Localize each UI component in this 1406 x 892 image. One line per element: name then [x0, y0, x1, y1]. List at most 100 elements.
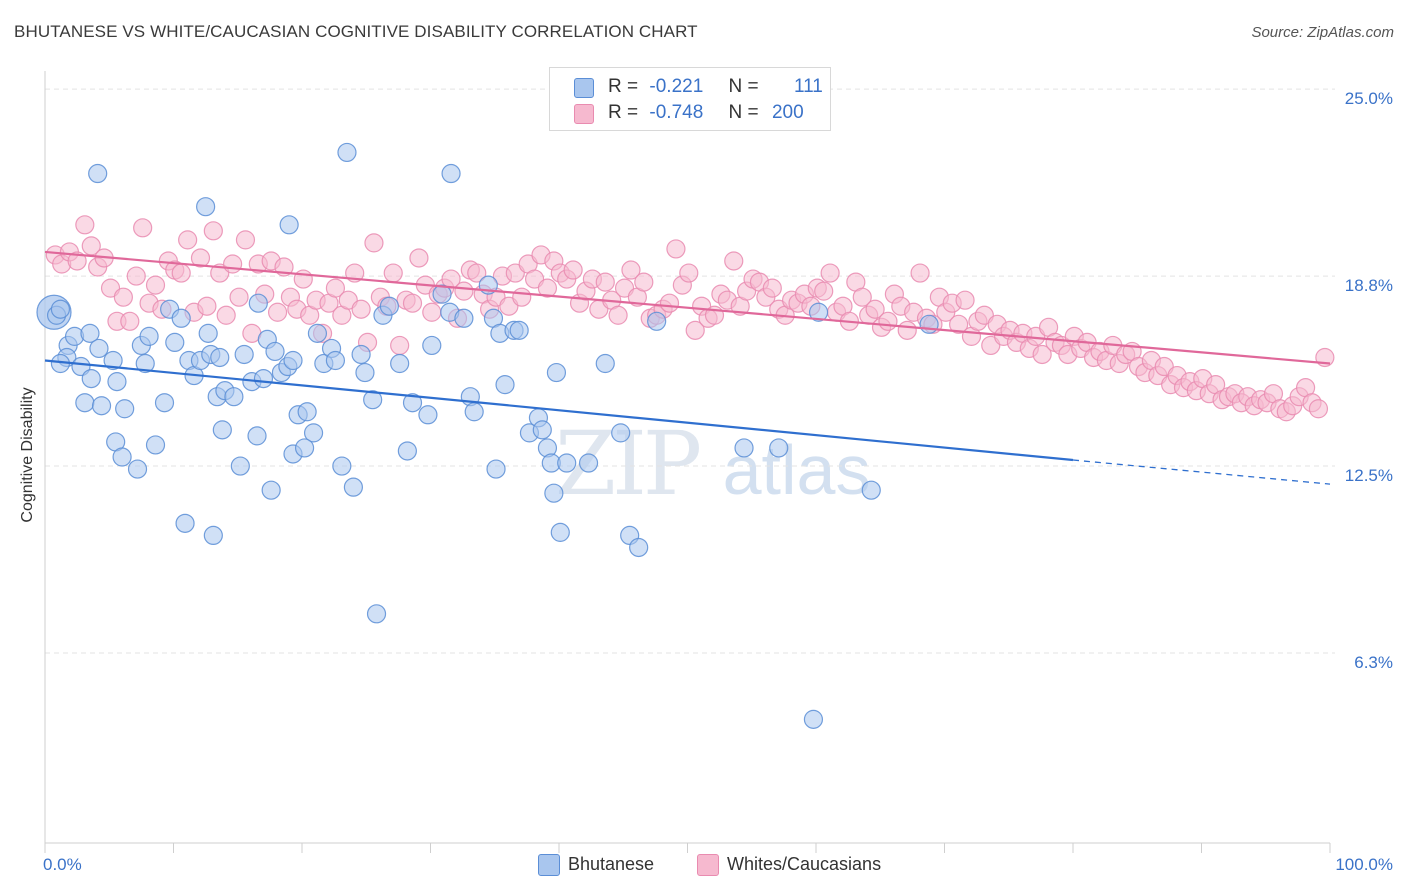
point-whites — [171, 263, 191, 283]
r-label: R = — [608, 102, 639, 123]
point-bhutanese — [107, 372, 127, 392]
point-bhutanese — [578, 453, 599, 473]
point-bhutanese — [734, 438, 754, 458]
point-bhutanese — [88, 163, 108, 184]
point-bhutanese — [379, 296, 399, 316]
legend-swatch-bhutanese — [538, 854, 560, 876]
point-bhutanese — [203, 525, 223, 546]
point-whites — [364, 233, 384, 253]
y-tick-label: 18.8% — [1345, 276, 1393, 295]
chart-title: BHUTANESE VS WHITE/CAUCASIAN COGNITIVE D… — [14, 22, 698, 41]
point-whites — [325, 278, 346, 298]
point-bhutanese — [332, 456, 352, 476]
point-whites — [216, 305, 236, 325]
point-bhutanese — [91, 396, 112, 416]
point-bhutanese — [647, 311, 667, 331]
point-whites — [512, 287, 532, 307]
point-bhutanese — [175, 513, 195, 533]
point-bhutanese — [629, 537, 649, 558]
point-whites — [390, 335, 410, 356]
point-whites — [685, 320, 705, 340]
point-whites — [383, 263, 403, 283]
y-axis-label: Cognitive Disability — [19, 387, 36, 523]
legend-label-whites: Whites/Caucasians — [727, 854, 882, 874]
point-bhutanese — [80, 323, 100, 343]
point-bhutanese — [224, 387, 244, 407]
point-whites — [865, 299, 885, 319]
point-bhutanese — [351, 344, 371, 365]
point-whites — [1032, 344, 1052, 365]
point-whites — [820, 263, 840, 283]
point-bhutanese — [544, 483, 564, 503]
point-bhutanese — [550, 522, 570, 542]
point-whites — [351, 299, 371, 319]
n-label: N = — [728, 102, 759, 123]
point-whites — [75, 215, 95, 235]
point-bhutanese — [366, 604, 387, 624]
point-whites — [878, 311, 898, 331]
point-whites — [409, 248, 429, 268]
point-bhutanese — [89, 338, 109, 359]
y-tick-label: 25.0% — [1345, 89, 1393, 108]
r-value: -0.221 — [649, 76, 704, 97]
point-bhutanese — [307, 323, 328, 343]
point-whites — [454, 281, 474, 301]
point-whites — [659, 293, 680, 313]
point-bhutanese — [532, 420, 552, 440]
point-whites — [402, 293, 423, 313]
point-bhutanese — [165, 332, 185, 353]
legend-label-bhutanese: Bhutanese — [568, 854, 655, 874]
point-bhutanese — [441, 163, 461, 184]
point-bhutanese — [279, 215, 299, 235]
point-bhutanese — [294, 438, 315, 458]
point-bhutanese — [210, 347, 230, 368]
point-whites — [197, 296, 217, 316]
point-whites — [120, 311, 140, 331]
trend-line-bhutanese — [44, 359, 1074, 462]
point-whites — [267, 302, 288, 322]
stats-legend: R = -0.221 N = 111 R = -0.748 N = 200 — [549, 67, 831, 131]
point-bhutanese — [75, 393, 95, 413]
point-whites — [467, 263, 487, 283]
point-bhutanese — [769, 438, 789, 458]
point-bhutanese — [595, 353, 615, 374]
point-bhutanese — [247, 426, 267, 446]
trend-line-extension-bhutanese — [1072, 459, 1331, 485]
point-bhutanese — [103, 350, 123, 371]
legend-item-whites[interactable]: Whites/Caucasians — [697, 852, 917, 876]
point-bhutanese — [363, 390, 383, 410]
point-whites — [190, 248, 211, 268]
point-bhutanese — [355, 362, 375, 383]
point-whites — [113, 287, 133, 307]
point-bhutanese — [265, 341, 285, 362]
point-bhutanese — [919, 314, 939, 334]
point-bhutanese — [230, 456, 250, 476]
swatch-whites — [574, 104, 594, 124]
point-bhutanese — [248, 293, 268, 313]
point-bhutanese — [325, 350, 346, 371]
point-whites — [229, 287, 249, 307]
point-whites — [608, 305, 628, 325]
r-value: -0.748 — [649, 102, 704, 123]
point-bhutanese — [464, 402, 484, 422]
point-bhutanese — [283, 350, 303, 371]
point-bhutanese — [297, 402, 317, 422]
point-bhutanese — [115, 399, 135, 419]
point-whites — [178, 230, 198, 250]
legend-swatch-whites — [697, 854, 719, 876]
point-bhutanese — [198, 323, 218, 343]
point-bhutanese — [196, 197, 216, 217]
point-bhutanese — [808, 302, 829, 322]
point-bhutanese — [861, 480, 881, 500]
point-whites — [852, 287, 872, 307]
point-whites — [203, 221, 223, 241]
point-bhutanese — [803, 709, 824, 729]
point-bhutanese — [212, 420, 232, 440]
point-whites — [537, 278, 558, 298]
point-bhutanese — [486, 459, 506, 479]
point-bhutanese — [432, 284, 452, 304]
legend-item-bhutanese[interactable]: Bhutanese — [538, 852, 678, 876]
point-whites — [563, 260, 583, 280]
x-tick-label: 0.0% — [43, 855, 82, 874]
swatch-bhutanese — [574, 78, 594, 98]
